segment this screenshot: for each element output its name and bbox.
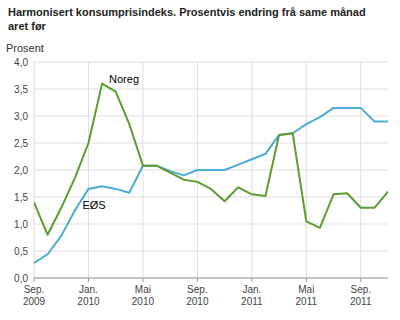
y-grid-line [34,89,388,90]
y-tick-label: 2,5 [14,138,28,149]
x-grid-line [360,62,361,278]
x-grid-line [306,62,307,278]
y-tick-label: 0,5 [14,246,28,257]
y-tick-label: 4,0 [14,57,28,68]
title-line: aret før [8,20,47,32]
x-tick [360,278,361,282]
series-label: Noreg [109,73,139,85]
x-grid-line [88,62,89,278]
y-grid-line [34,62,388,63]
series-line [34,108,388,263]
x-tick-label-line: Jan. [242,284,261,295]
series-lines [34,84,388,263]
x-tick-label: Jan.2010 [77,284,100,307]
x-tick-label-line: 2011 [241,296,263,307]
x-tick-label: Mai2011 [296,284,318,307]
x-tick-label-line: Sep. [24,284,45,295]
y-tick-label: 3,0 [14,111,28,122]
chart: Harmonisert konsumprisindeks. Prosentvis… [0,0,400,320]
x-tick-label: Sep.2010 [186,284,209,307]
title-line: Harmonisert konsumprisindeks. Prosentvis… [8,6,366,18]
y-grid-line [34,278,388,279]
x-tick-label-line: 2011 [350,296,372,307]
x-tick-label-line: Jan. [79,284,98,295]
x-tick-label: Jan.2011 [241,284,263,307]
x-tick-label: Sep.2011 [350,284,372,307]
series-label: EØS [82,199,105,211]
y-tick-label: 1,5 [14,192,28,203]
x-grid-line [142,62,143,278]
x-tick-label: Sep.2009 [23,284,46,307]
y-tick-label: 1,0 [14,219,28,230]
x-tick-label-line: Mai [298,284,314,295]
grid [34,62,388,278]
x-grid-line [251,62,252,278]
x-tick-label-line: 2009 [23,296,46,307]
x-tick-label-line: 2010 [132,296,155,307]
x-tick [306,278,307,282]
x-tick-label-line: 2010 [77,296,100,307]
x-grid-line [34,62,35,278]
y-tick-label: 2,0 [14,165,28,176]
x-tick [142,278,143,282]
x-tick-label: Mai2010 [132,284,155,307]
y-tick-label: 0,0 [14,273,28,284]
x-tick-label-line: Sep. [350,284,371,295]
y-grid-line [34,251,388,252]
x-axis-line [34,278,388,279]
y-grid-line [34,197,388,198]
x-tick-label-line: Sep. [187,284,208,295]
y-axis-label: Prosent [6,42,44,54]
x-tick [88,278,89,282]
y-grid-line [34,224,388,225]
x-tick-label-line: Mai [135,284,151,295]
x-tick-label-line: 2011 [296,296,318,307]
x-tick [34,278,35,282]
y-grid-line [34,143,388,144]
series-line [34,84,388,235]
y-tick-label: 3,5 [14,84,28,95]
y-grid-line [34,116,388,117]
x-tick [251,278,252,282]
x-tick [197,278,198,282]
x-tick-label-line: 2010 [186,296,209,307]
title: Harmonisert konsumprisindeks. Prosentvis… [8,6,366,32]
